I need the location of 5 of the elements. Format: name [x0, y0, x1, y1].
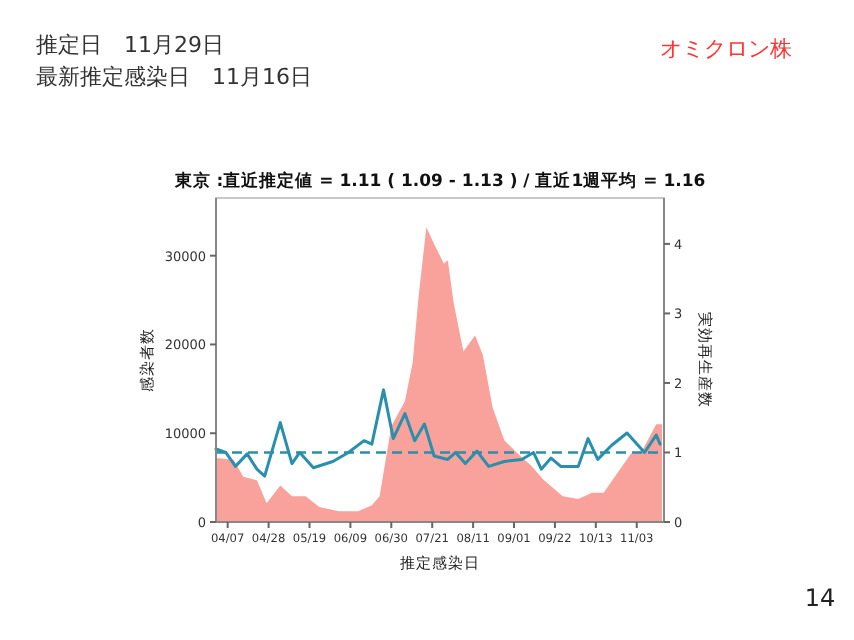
text: 推定日 11月29日 [36, 32, 224, 58]
text: 最新推定感染日 11月16日 [36, 64, 312, 90]
chart-title: 東京 :直近推定値 = 1.11 ( 1.09 - 1.13 ) / 直近1週平均 = 1.16 [172, 170, 706, 192]
text: 14 [804, 584, 836, 612]
text: オミクロン株 [660, 36, 792, 62]
